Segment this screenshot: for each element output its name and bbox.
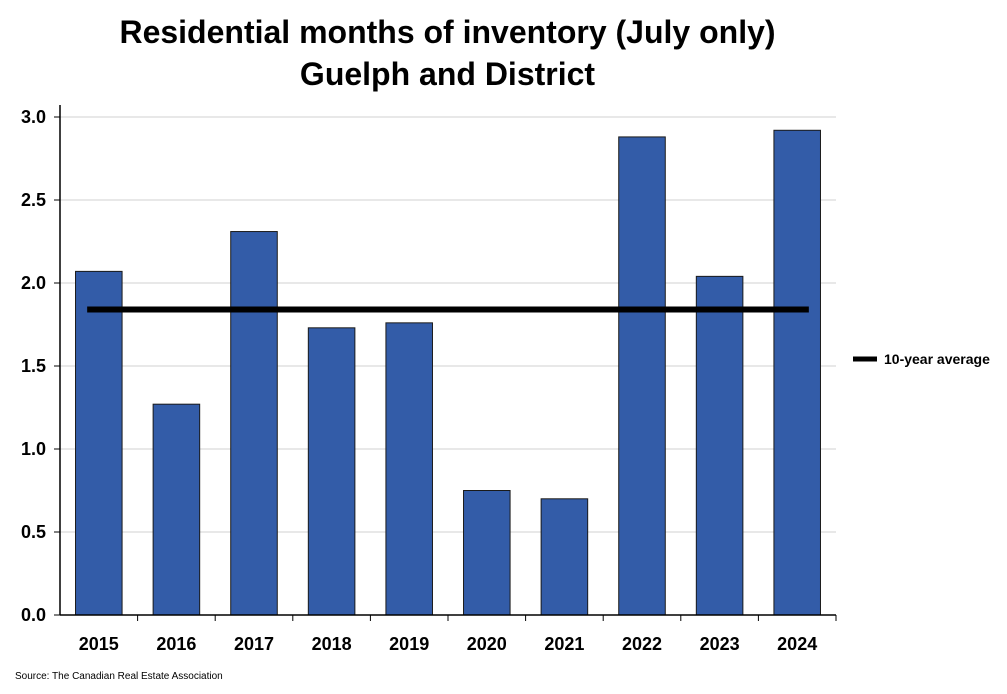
y-tick-label: 0.5: [21, 522, 46, 542]
bar-2019: [385, 322, 433, 616]
y-tick-label: 3.0: [21, 107, 46, 127]
x-tick-label: 2021: [544, 634, 584, 654]
chart-subtitle: Guelph and District: [299, 56, 596, 92]
x-tick-label: 2024: [777, 634, 817, 654]
y-tick-label: 2.0: [21, 273, 46, 293]
x-tick-label: 2020: [467, 634, 507, 654]
x-tick-label: 2018: [312, 634, 352, 654]
bar-2021: [540, 498, 589, 616]
x-tick-label: 2023: [700, 634, 740, 654]
y-tick-label: 2.5: [21, 190, 46, 210]
bar-2015: [75, 270, 123, 616]
bar-2023: [695, 275, 744, 616]
bar-2022: [618, 136, 666, 616]
x-tick-label: 2015: [79, 634, 119, 654]
y-tick-label: 0.0: [21, 605, 46, 625]
bar-2020: [463, 490, 511, 616]
x-tick-label: 2019: [389, 634, 429, 654]
legend: 10-year average: [853, 351, 990, 367]
y-axis-ticks: 0.0 0.5 1.0 1.5 2.0 2.5 3.0: [21, 107, 60, 625]
y-tick-label: 1.0: [21, 439, 46, 459]
x-tick-label: 2022: [622, 634, 662, 654]
bar-2024: [773, 129, 821, 616]
bar-2018: [307, 327, 356, 616]
bar-2016: [152, 403, 201, 616]
legend-label-average: 10-year average: [884, 351, 990, 367]
chart-title: Residential months of inventory (July on…: [119, 14, 776, 50]
x-axis-ticks: 2015 2016 2017 2018 2019 2020 2021 2022 2023 2024: [79, 615, 837, 654]
bar-series: [75, 129, 821, 616]
y-tick-label: 1.5: [21, 356, 46, 376]
x-tick-label: 2017: [234, 634, 274, 654]
source-note: Source: The Canadian Real Estate Associa…: [15, 671, 223, 682]
x-tick-label: 2016: [156, 634, 196, 654]
bar-2017: [230, 231, 278, 616]
